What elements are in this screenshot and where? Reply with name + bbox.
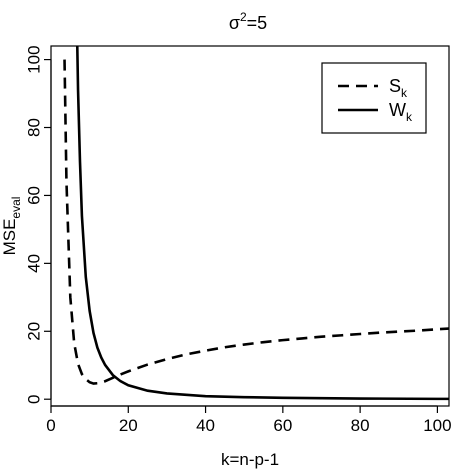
- x-tick-label: 100: [423, 416, 451, 435]
- y-tick-label: 40: [25, 254, 44, 273]
- y-axis-label: MSEeval: [0, 197, 23, 256]
- legend-label-w-k: Wk: [389, 100, 413, 124]
- title-base: σ: [229, 13, 240, 33]
- legend-box: [321, 62, 427, 134]
- series-layer: [63, 46, 449, 401]
- y-tick-label: 80: [25, 118, 44, 137]
- y-axis-label-base: MSE: [0, 219, 19, 256]
- y-tick-label: 0: [25, 394, 44, 403]
- x-axis-label: k=n-p-1: [221, 450, 279, 469]
- legend-label-w-k-sub: k: [406, 110, 413, 124]
- y-tick-label: 20: [25, 322, 44, 341]
- x-tick-label: 20: [119, 416, 138, 435]
- y-axis-label-sub: eval: [9, 197, 23, 219]
- series-line-s-k: [63, 59, 449, 385]
- x-tick-label: 0: [46, 416, 55, 435]
- series-line-w-k: [75, 46, 449, 401]
- x-tick-label: 40: [196, 416, 215, 435]
- title-sup: 2: [240, 10, 247, 24]
- y-axis: 0 20 40 60 80 100: [24, 45, 52, 404]
- x-tick-label: 60: [273, 416, 292, 435]
- y-tick-label: 60: [25, 186, 44, 205]
- x-axis: 0 20 40 60 80 100: [46, 405, 452, 435]
- chart-title: σ2=5: [229, 10, 267, 33]
- legend-label-s-k-base: S: [389, 76, 401, 96]
- legend-label-s-k-sub: k: [401, 86, 408, 100]
- legend-label-s-k: Sk: [389, 76, 408, 100]
- legend-label-w-k-base: W: [389, 100, 406, 120]
- title-rest: =5: [247, 13, 268, 33]
- y-tick-label: 100: [24, 45, 43, 73]
- x-tick-label: 80: [351, 416, 370, 435]
- legend: Sk Wk: [321, 62, 427, 134]
